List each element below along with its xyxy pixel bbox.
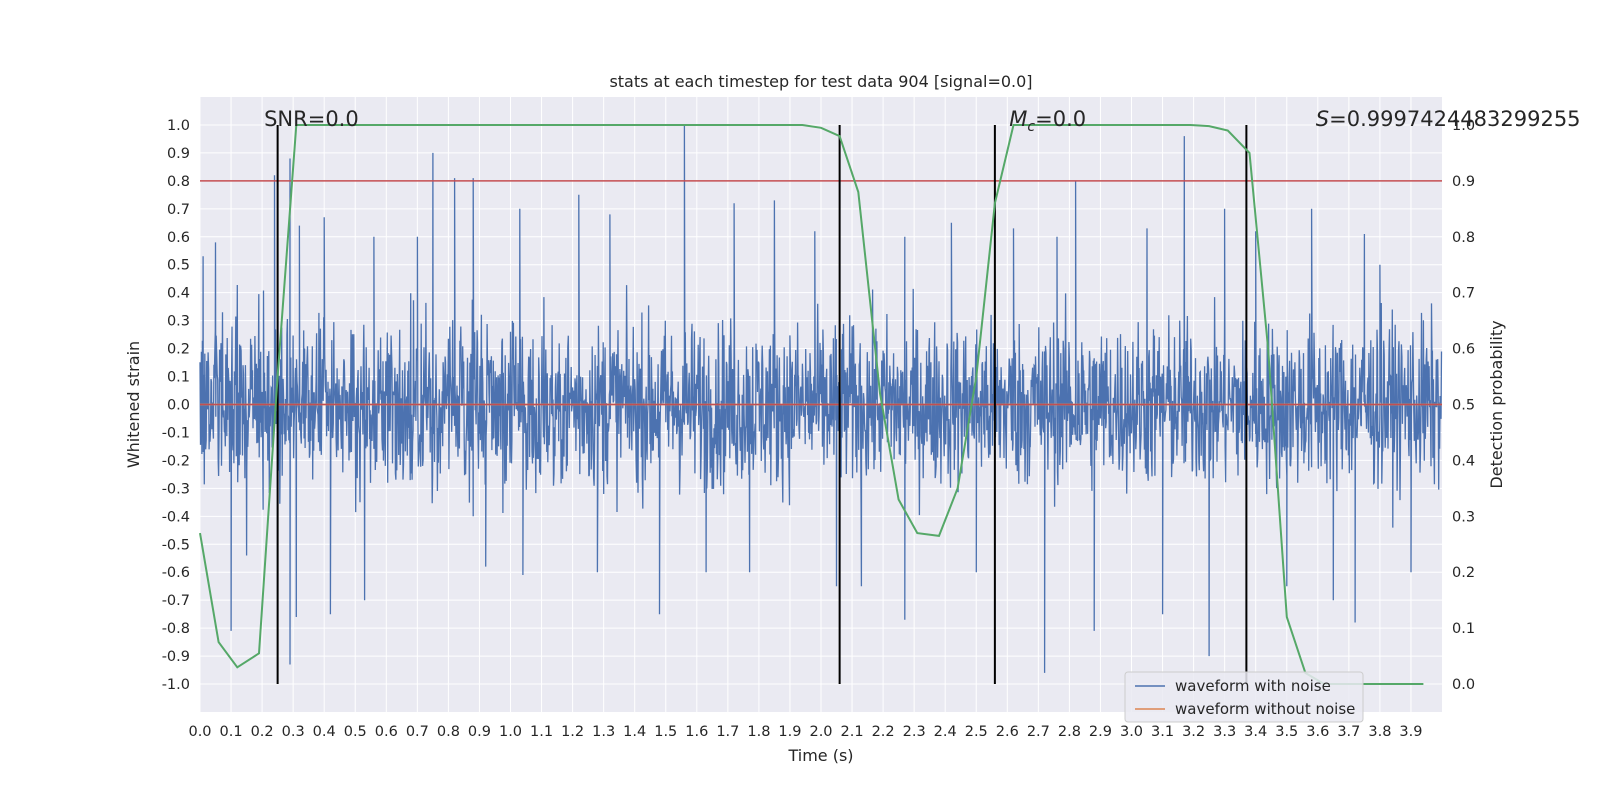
legend-box xyxy=(1124,671,1364,723)
x-tick-label: 2.1 xyxy=(841,724,864,740)
x-tick-label: 1.8 xyxy=(747,724,770,740)
y-tick-label: 0.4 xyxy=(167,286,190,302)
y2-tick-label: 0.0 xyxy=(1452,677,1475,693)
waveform-with-noise-path xyxy=(199,124,1443,673)
detection-probability-series xyxy=(199,124,1424,685)
x-tick-label: 0.0 xyxy=(188,724,211,740)
y2-tick-label: 0.2 xyxy=(1452,565,1475,581)
legend-label-waveform-with-noise: waveform with noise xyxy=(1175,677,1331,695)
x-axis-label: Time (s) xyxy=(787,746,853,765)
x-tick-label: 1.7 xyxy=(716,724,739,740)
x-tick-label: 1.5 xyxy=(654,724,677,740)
x-tick-label: 1.1 xyxy=(530,724,553,740)
x-tick-label: 3.9 xyxy=(1399,724,1422,740)
y2-tick-label: 0.4 xyxy=(1452,453,1475,469)
y-tick-label: -1.0 xyxy=(162,677,190,693)
x-tick-label: 2.3 xyxy=(903,724,926,740)
y-tick-label: -0.4 xyxy=(162,509,190,525)
annotation-snr: SNR=0.0 xyxy=(264,107,359,131)
y2-axis-label: Detection probability xyxy=(1487,320,1506,488)
annotation-s-value: S=0.9997424483299255 xyxy=(1316,107,1581,131)
annotation-chirp-mass: Mc=0.0 xyxy=(1009,107,1086,135)
x-tick-label: 0.2 xyxy=(251,724,274,740)
x-tick-label: 0.7 xyxy=(406,724,429,740)
x-tick-label: 0.1 xyxy=(220,724,243,740)
x-tick-label: 2.2 xyxy=(872,724,895,740)
x-tick-label: 3.8 xyxy=(1368,724,1391,740)
y2-tick-label: 0.3 xyxy=(1452,509,1475,525)
y2-tick-label: 0.8 xyxy=(1452,230,1475,246)
y-tick-label: -0.1 xyxy=(162,425,190,441)
x-tick-label: 2.6 xyxy=(996,724,1019,740)
x-tick-label: 2.8 xyxy=(1058,724,1081,740)
x-tick-label: 1.2 xyxy=(561,724,584,740)
y-tick-label: 0.9 xyxy=(167,146,190,162)
y-axis-ticks: -1.0 -0.9 -0.8 -0.7 -0.6 -0.5 -0.4 -0.3 -0.2 -0.1… xyxy=(162,118,190,693)
chart-title: stats at each timestep for test data 904… xyxy=(609,72,1032,91)
y-tick-label: 0.8 xyxy=(167,174,190,190)
y-tick-label: -0.2 xyxy=(162,453,190,469)
x-tick-label: 1.6 xyxy=(685,724,708,740)
x-axis-ticks: 0.0 0.1 0.2 0.3 0.4 0.5 0.6 0.7 0.8 0.9 1.0 1.1 1.2 1… xyxy=(188,724,1422,740)
y-tick-label: -0.3 xyxy=(162,481,190,497)
y-tick-label: 0.2 xyxy=(167,342,190,358)
y2-tick-label: 1.0 xyxy=(1452,118,1475,134)
x-tick-label: 3.6 xyxy=(1306,724,1329,740)
y-tick-label: -0.9 xyxy=(162,649,190,665)
x-tick-label: 3.1 xyxy=(1151,724,1174,740)
y2-tick-label: 0.6 xyxy=(1452,342,1475,358)
legend: waveform with noise waveform without noi… xyxy=(1124,671,1364,723)
y-tick-label: -0.7 xyxy=(162,593,190,609)
x-tick-label: 0.4 xyxy=(313,724,336,740)
x-tick-label: 0.5 xyxy=(344,724,367,740)
y-tick-label: 0.5 xyxy=(167,258,190,274)
y2-tick-label: 0.7 xyxy=(1452,286,1475,302)
x-tick-label: 3.4 xyxy=(1244,724,1267,740)
y-tick-label: -0.5 xyxy=(162,537,190,553)
y-tick-label: 0.3 xyxy=(167,314,190,330)
x-tick-label: 3.0 xyxy=(1120,724,1143,740)
y2-tick-label: 0.9 xyxy=(1452,174,1475,190)
y-tick-label: -0.6 xyxy=(162,565,190,581)
y-tick-label: 0.0 xyxy=(167,398,190,414)
y2-tick-label: 0.5 xyxy=(1452,398,1475,414)
y2-axis-ticks: 0.0 0.1 0.2 0.3 0.4 0.5 0.6 0.7 0.8 0.9 1.0 xyxy=(1452,118,1475,693)
x-tick-label: 3.3 xyxy=(1213,724,1236,740)
x-tick-label: 3.2 xyxy=(1182,724,1205,740)
x-tick-label: 0.9 xyxy=(468,724,491,740)
x-tick-label: 3.5 xyxy=(1275,724,1298,740)
x-tick-label: 1.9 xyxy=(778,724,801,740)
x-tick-label: 2.0 xyxy=(809,724,832,740)
y-tick-label: 0.6 xyxy=(167,230,190,246)
x-tick-label: 3.7 xyxy=(1337,724,1360,740)
reference-lines xyxy=(200,124,1442,685)
y-axis-label: Whitened strain xyxy=(124,341,143,468)
x-tick-label: 2.9 xyxy=(1089,724,1112,740)
y2-tick-label: 0.1 xyxy=(1452,621,1475,637)
x-tick-label: 1.0 xyxy=(499,724,522,740)
y-tick-label: 0.7 xyxy=(167,202,190,218)
y-tick-label: -0.8 xyxy=(162,621,190,637)
x-tick-label: 0.6 xyxy=(375,724,398,740)
legend-label-waveform-without-noise: waveform without noise xyxy=(1175,700,1355,718)
detection-probability-line xyxy=(199,124,1424,685)
y-tick-label: 1.0 xyxy=(167,118,190,134)
x-tick-label: 1.4 xyxy=(623,724,646,740)
x-tick-label: 2.5 xyxy=(965,724,988,740)
x-tick-label: 0.3 xyxy=(282,724,305,740)
x-tick-label: 2.7 xyxy=(1027,724,1050,740)
y-tick-label: 0.1 xyxy=(167,370,190,386)
x-tick-label: 1.3 xyxy=(592,724,615,740)
x-tick-label: 2.4 xyxy=(934,724,957,740)
waveform-with-noise xyxy=(199,124,1443,673)
x-tick-label: 0.8 xyxy=(437,724,460,740)
